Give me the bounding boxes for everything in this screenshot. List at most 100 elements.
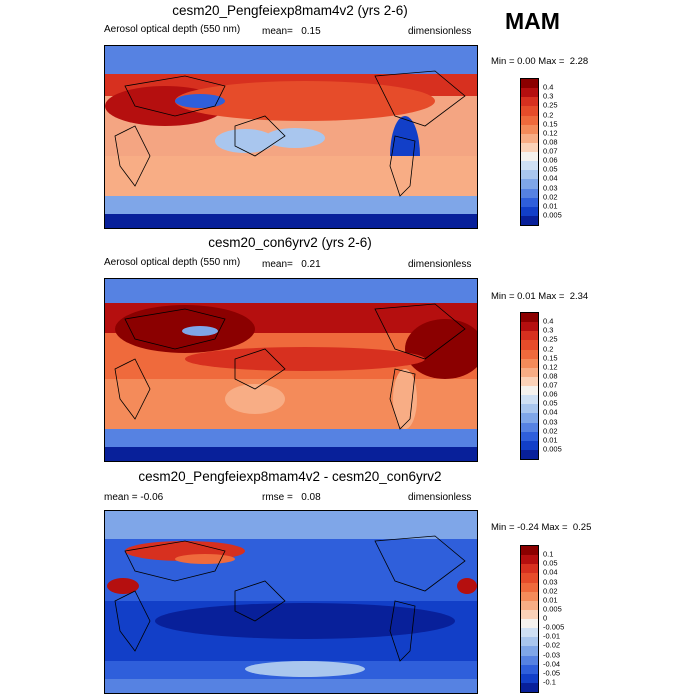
panel-3-colorbar-tick-label: 0.03 <box>543 577 558 586</box>
panel-3-map-image <box>105 511 477 693</box>
panel-1-colorbar-tick-label: 0.03 <box>543 183 558 192</box>
panel-1-colorbar-swatch <box>521 206 538 216</box>
panel-3-colorbar-swatch <box>521 664 538 674</box>
panel-1-colorbar-tick-label: 0.01 <box>543 201 558 211</box>
panel-1-colorbar-tick-label: 0.4 <box>543 82 554 92</box>
panel-1-colorbar-swatch <box>521 124 538 134</box>
panel-1-colorbar-tick-label: 0.06 <box>543 155 558 165</box>
panel-3-colorbar-swatch <box>521 591 538 601</box>
panel-1-colorbar-tick-label: 0.05 <box>543 164 558 174</box>
panel-2-map <box>104 278 478 462</box>
panel-1-colorbar-swatch <box>521 106 538 116</box>
panel-3-colorbar-swatch <box>521 682 538 692</box>
panel-2-colorbar-tick-label: 0.25 <box>543 334 558 344</box>
panel-2-map-image <box>105 279 477 461</box>
panel-1-colorbar-swatch <box>521 79 538 89</box>
panel-3-colorbar <box>520 545 539 693</box>
panel-2-mean-label: mean= 0.21 <box>262 259 321 270</box>
panel-2-colorbar-tick-label: 0.15 <box>543 353 558 363</box>
panel-1-colorbar-tick-label: 0.12 <box>543 128 558 138</box>
panel-2-colorbar-tick-label: 0.02 <box>543 426 558 436</box>
panel-2-colorbar-tick-label: 0.12 <box>543 362 558 372</box>
panel-1-title: cesm20_Pengfeiexp8mam4v2 (yrs 2-6) <box>172 3 408 18</box>
panel-2-colorbar-swatch <box>521 440 538 450</box>
panel-2-colorbar-swatch <box>521 395 538 405</box>
panel-3-colorbar-swatch <box>521 582 538 592</box>
panel-2-colorbar-swatch <box>521 404 538 414</box>
panel-1-colorbar-tick-label: 0.25 <box>543 100 558 110</box>
panel-2-colorbar-tick-label: 0.3 <box>543 325 554 335</box>
panel-2-colorbar-tick-label: 0.08 <box>543 371 558 381</box>
panel-3-colorbar-swatch <box>521 637 538 647</box>
panel-2-colorbar-tick-label: 0.2 <box>543 344 554 353</box>
panel-2-variable-label: Aerosol optical depth (550 nm) <box>104 257 241 268</box>
panel-3-colorbar-swatch <box>521 646 538 656</box>
panel-2-colorbar-swatch <box>521 449 538 459</box>
panel-3-colorbar-swatch <box>521 673 538 683</box>
panel-2-colorbar-swatch <box>521 358 538 368</box>
panel-3-colorbar-swatch <box>521 628 538 638</box>
panel-1-units: dimensionless <box>408 26 472 37</box>
panel-2-colorbar-tick-label: 0.005 <box>543 444 562 454</box>
panel-1-colorbar-tick-label: 0.2 <box>543 110 554 119</box>
panel-1-mean-value: 0.15 <box>301 26 321 37</box>
panel-3-colorbar-tick-label: -0.02 <box>543 640 561 650</box>
panel-1-colorbar-swatch <box>521 152 538 162</box>
panel-3-mean-label: mean = -0.06 <box>104 492 164 503</box>
panel-2-colorbar-tick-label: 0.4 <box>543 316 554 326</box>
panel-3-colorbar-tick-label: 0.005 <box>543 604 562 614</box>
panel-3-colorbar-tick-label: 0.04 <box>543 567 558 577</box>
panel-1-colorbar-swatch <box>521 88 538 98</box>
panel-3-colorbar-tick-label: 0.02 <box>543 586 558 596</box>
panel-3-colorbar-tick-label: -0.03 <box>543 650 561 659</box>
panel-3-rmse-value: 0.08 <box>301 492 321 503</box>
panel-3-colorbar-tick-label: 0.1 <box>543 549 554 559</box>
panel-1-minmax: Min = 0.00 Max = 2.28 <box>491 56 589 67</box>
panel-3-colorbar-tick-label: -0.005 <box>543 622 565 632</box>
panel-2-colorbar-swatch <box>521 386 538 396</box>
panel-1-colorbar-tick-label: 0.07 <box>543 146 558 156</box>
panel-1-colorbar-tick-label: 0.3 <box>543 91 554 101</box>
panel-3-colorbar-swatch <box>521 546 538 556</box>
panel-1-colorbar-swatch <box>521 170 538 180</box>
panel-1-colorbar-tick-label: 0.005 <box>543 210 562 220</box>
panel-2-colorbar-swatch <box>521 322 538 332</box>
panel-1-colorbar-swatch <box>521 115 538 125</box>
panel-2-colorbar-tick-label: 0.03 <box>543 417 558 426</box>
panel-3-colorbar-tick-label: -0.05 <box>543 668 561 678</box>
panel-3-colorbar-swatch <box>521 619 538 629</box>
panel-1-colorbar-tick-label: 0.04 <box>543 173 558 183</box>
panel-3-units: dimensionless <box>408 492 472 503</box>
panel-1-map-image <box>105 46 477 228</box>
panel-1-variable-label: Aerosol optical depth (550 nm) <box>104 24 241 35</box>
panel-2-colorbar-swatch <box>521 313 538 323</box>
panel-1-min-value: 0.00 <box>517 56 536 67</box>
panel-2-colorbar-swatch <box>521 367 538 377</box>
panel-2-max-value: 2.34 <box>569 291 589 302</box>
panel-3-minmax: Min = -0.24 Max = 0.25 <box>491 522 592 533</box>
panel-2-colorbar-tick-label: 0.05 <box>543 398 558 408</box>
panel-1-colorbar-tick-label: 0.02 <box>543 192 558 202</box>
panel-2-colorbar <box>520 312 539 460</box>
panel-3-colorbar-swatch <box>521 573 538 583</box>
panel-2-colorbar-tick-label: 0.01 <box>543 435 558 445</box>
panel-2-min-value: 0.01 <box>517 291 536 302</box>
panel-1-colorbar-swatch <box>521 142 538 152</box>
panel-3-colorbar-tick-label: 0.05 <box>543 558 558 568</box>
panel-2-colorbar-tick-label: 0.06 <box>543 389 558 399</box>
panel-3-colorbar-swatch <box>521 564 538 574</box>
panel-3-colorbar-swatch <box>521 555 538 565</box>
panel-1-colorbar-tick-label: 0.15 <box>543 119 558 129</box>
panel-3-rmse-label: rmse = 0.08 <box>262 492 321 503</box>
panel-3-colorbar-tick-label: -0.1 <box>543 677 556 687</box>
panel-3-colorbar-tick-label: -0.01 <box>543 631 561 641</box>
panel-3-colorbar-tick-label: -0.04 <box>543 659 561 669</box>
panel-1-max-value: 2.28 <box>569 56 589 67</box>
panel-1-colorbar-swatch <box>521 133 538 143</box>
panel-3-colorbar-tick-label: 0 <box>543 613 548 623</box>
panel-2-colorbar-swatch <box>521 422 538 432</box>
panel-1-colorbar-tick-label: 0.08 <box>543 137 558 147</box>
panel-1-colorbar-swatch <box>521 161 538 171</box>
season-label: MAM <box>505 8 560 34</box>
panel-3-colorbar-swatch <box>521 609 538 619</box>
